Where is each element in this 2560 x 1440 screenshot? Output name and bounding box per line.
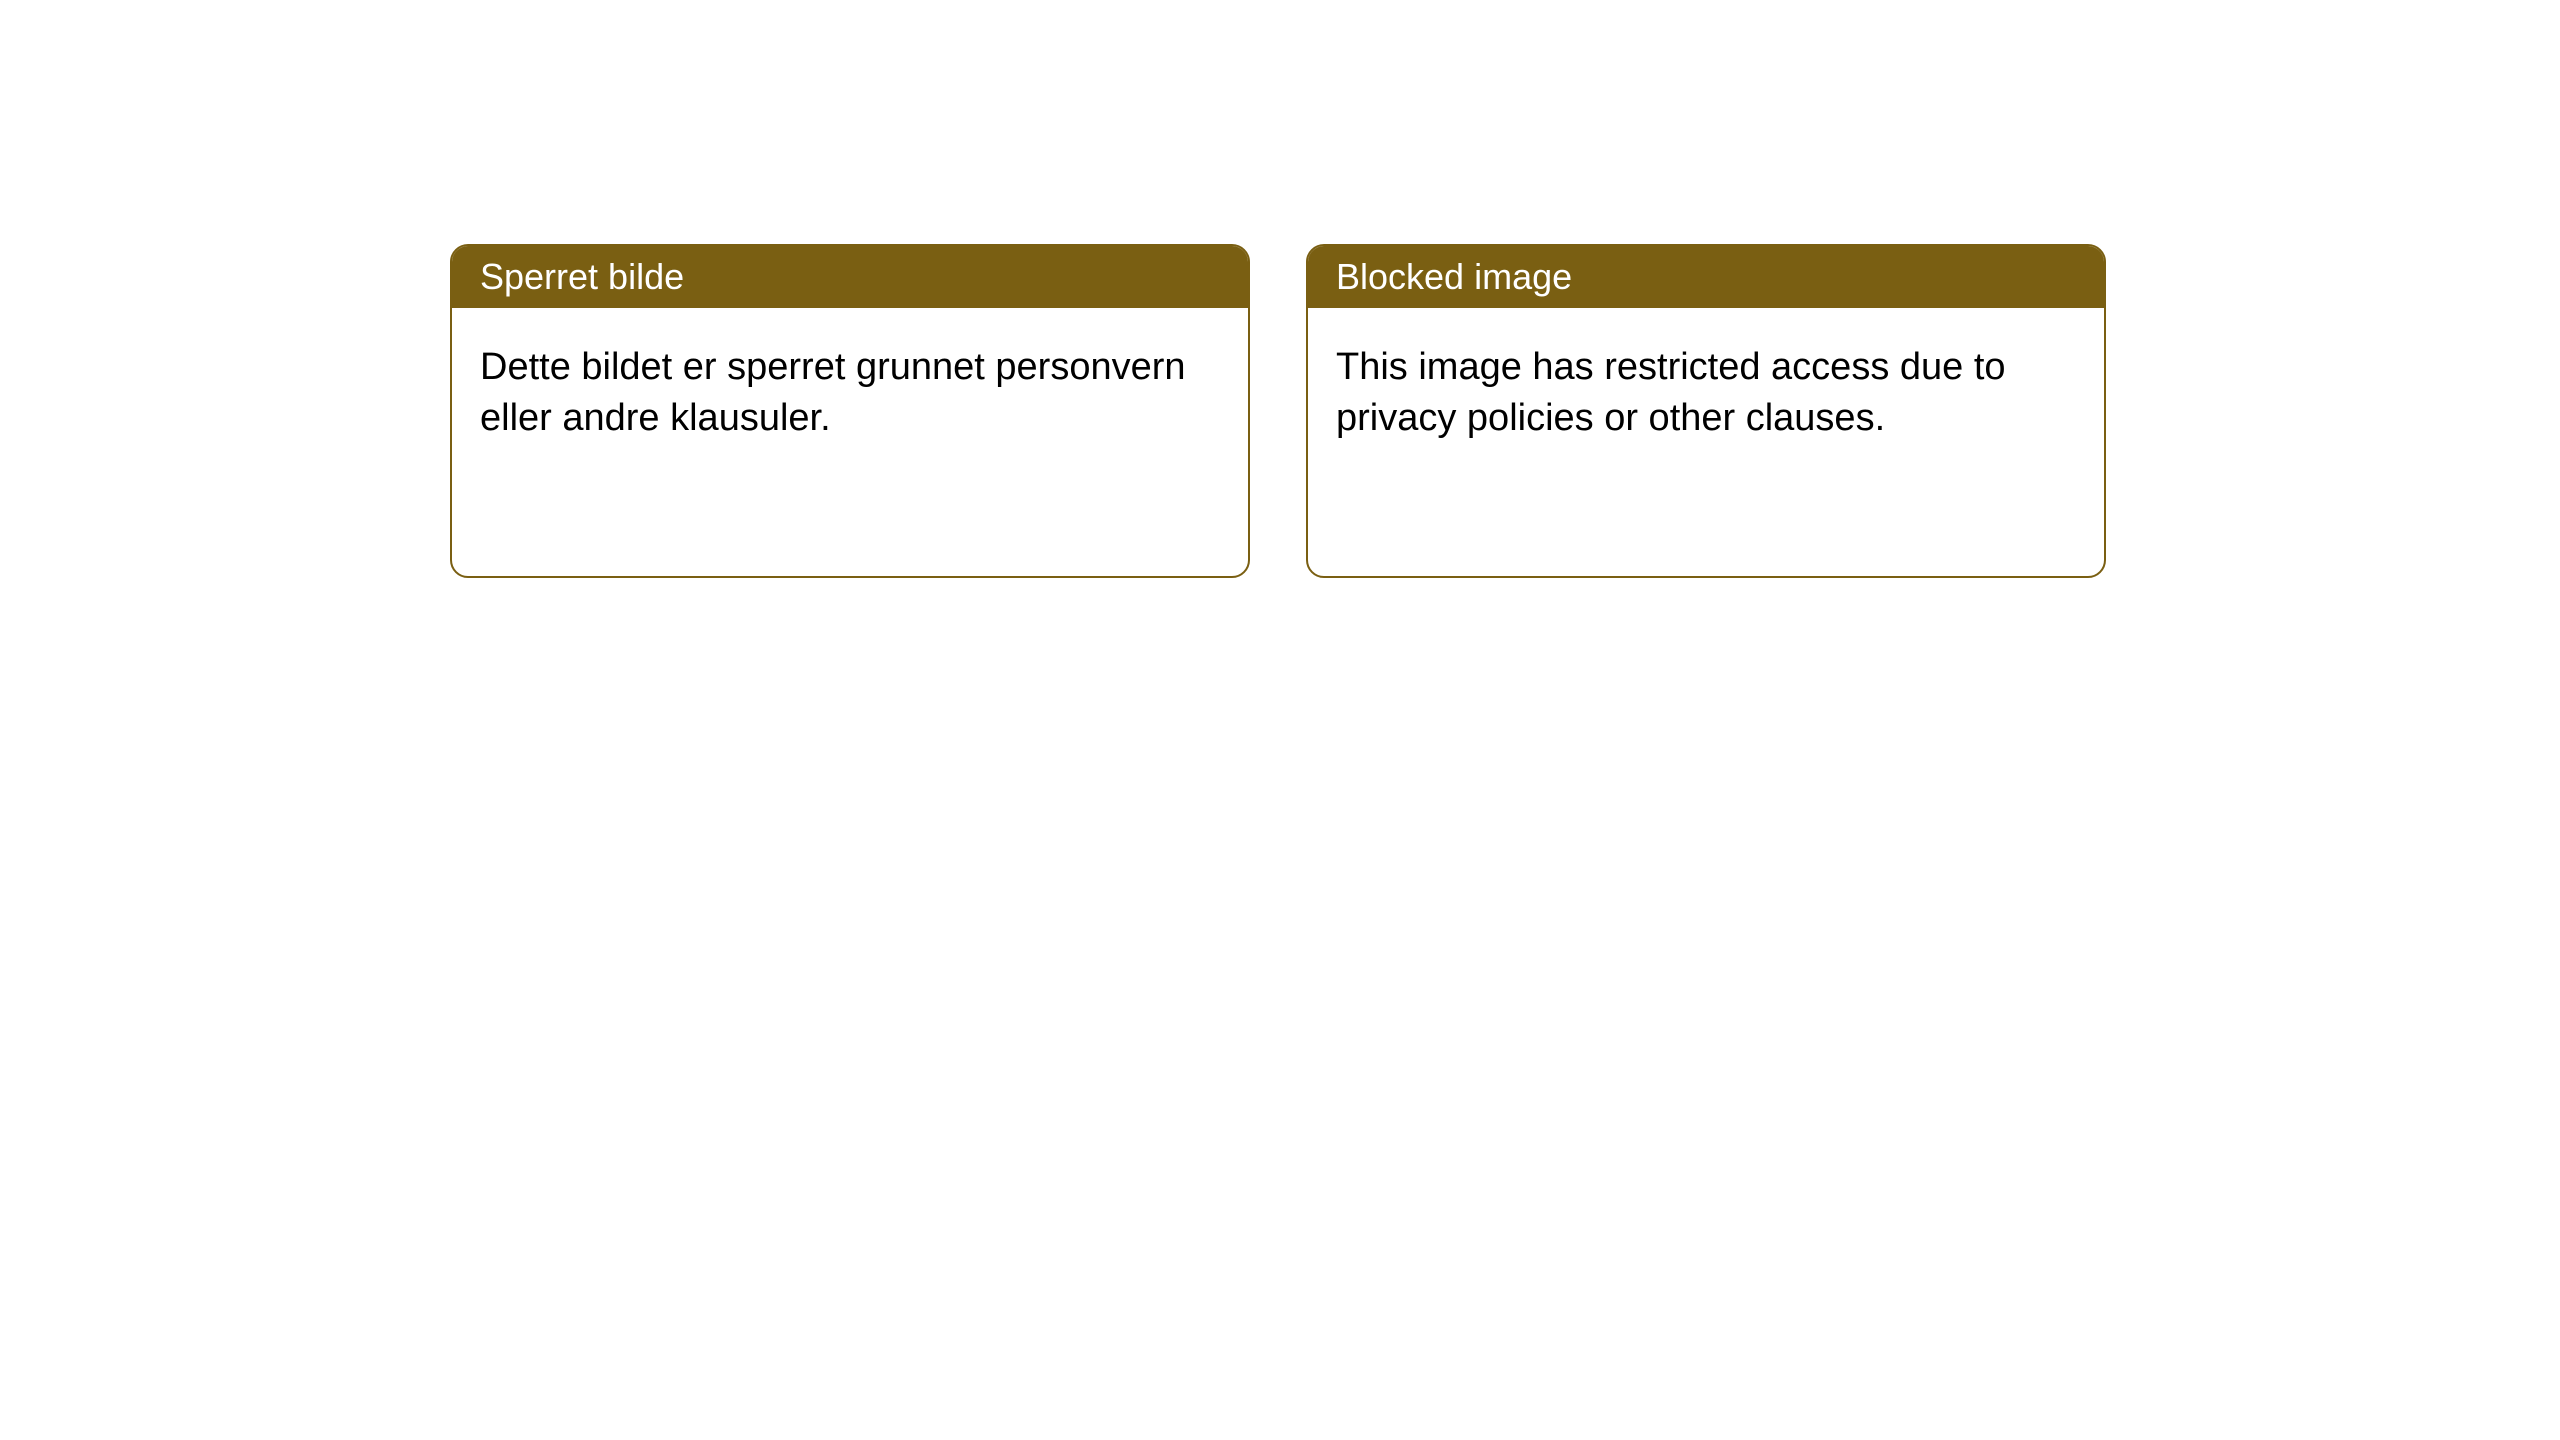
card-header: Sperret bilde bbox=[452, 246, 1248, 308]
notice-container: Sperret bilde Dette bildet er sperret gr… bbox=[450, 244, 2106, 578]
card-message: Dette bildet er sperret grunnet personve… bbox=[480, 346, 1186, 439]
card-header: Blocked image bbox=[1308, 246, 2104, 308]
card-body: This image has restricted access due to … bbox=[1308, 308, 2104, 479]
blocked-image-card-norwegian: Sperret bilde Dette bildet er sperret gr… bbox=[450, 244, 1250, 578]
card-title: Sperret bilde bbox=[480, 256, 684, 297]
card-message: This image has restricted access due to … bbox=[1336, 346, 2006, 439]
card-body: Dette bildet er sperret grunnet personve… bbox=[452, 308, 1248, 479]
blocked-image-card-english: Blocked image This image has restricted … bbox=[1306, 244, 2106, 578]
card-title: Blocked image bbox=[1336, 256, 1572, 297]
